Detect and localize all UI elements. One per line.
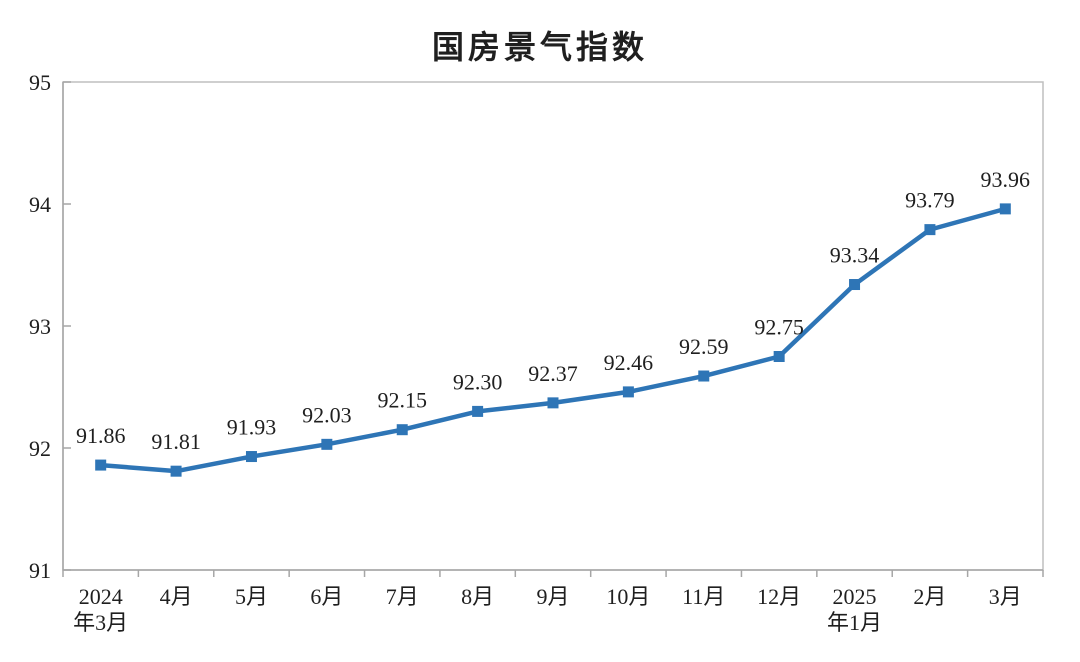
- data-point-label: 92.59: [679, 334, 729, 359]
- data-point-marker: [924, 224, 936, 236]
- data-point-marker: [396, 424, 408, 436]
- x-tick-label: 8月: [461, 584, 494, 609]
- x-tick-label: 3月: [989, 584, 1022, 609]
- data-point-marker: [321, 438, 333, 450]
- data-point-label: 93.79: [905, 188, 955, 213]
- data-point-marker: [547, 397, 559, 409]
- data-point-marker: [170, 465, 182, 477]
- x-tick-label: 9月: [536, 584, 569, 609]
- data-point-label: 91.86: [76, 423, 126, 448]
- x-tick-label: 7月: [386, 584, 419, 609]
- y-tick-label: 94: [29, 192, 51, 217]
- x-tick-label: 2025 年1月: [827, 584, 882, 635]
- x-tick-label: 2月: [913, 584, 946, 609]
- x-tick-label: 12月: [757, 584, 801, 609]
- data-point-label: 93.34: [830, 243, 880, 268]
- data-point-marker: [245, 451, 257, 463]
- data-point-label: 92.30: [453, 369, 503, 394]
- data-point-label: 92.03: [302, 402, 352, 427]
- y-tick-label: 92: [29, 436, 51, 461]
- x-tick-label: 5月: [235, 584, 268, 609]
- data-point-label: 91.93: [227, 415, 277, 440]
- data-point-marker: [773, 351, 785, 362]
- data-point-label: 93.96: [981, 167, 1031, 192]
- data-point-marker: [95, 459, 107, 471]
- y-tick-label: 91: [29, 558, 51, 583]
- x-tick-label: 10月: [606, 584, 650, 609]
- data-point-label: 92.75: [754, 315, 804, 340]
- data-point-label: 92.15: [377, 388, 427, 413]
- x-tick-label: 11月: [682, 584, 725, 609]
- data-point-marker: [849, 279, 861, 291]
- data-point-label: 92.46: [604, 350, 654, 375]
- data-point-label: 91.81: [151, 429, 201, 454]
- chart-title: 国房景气指数: [431, 28, 648, 66]
- data-point-marker: [472, 405, 484, 417]
- y-tick-label: 93: [29, 314, 51, 339]
- data-point-marker: [698, 370, 710, 382]
- x-tick-label: 6月: [310, 584, 343, 609]
- data-point-marker: [622, 386, 634, 398]
- plot-border: [62, 81, 1044, 571]
- data-point-label: 92.37: [528, 361, 578, 386]
- y-tick-label: 95: [29, 70, 51, 95]
- data-point-marker: [999, 203, 1011, 215]
- x-tick-label: 2024 年3月: [73, 584, 128, 635]
- x-tick-label: 4月: [160, 584, 193, 609]
